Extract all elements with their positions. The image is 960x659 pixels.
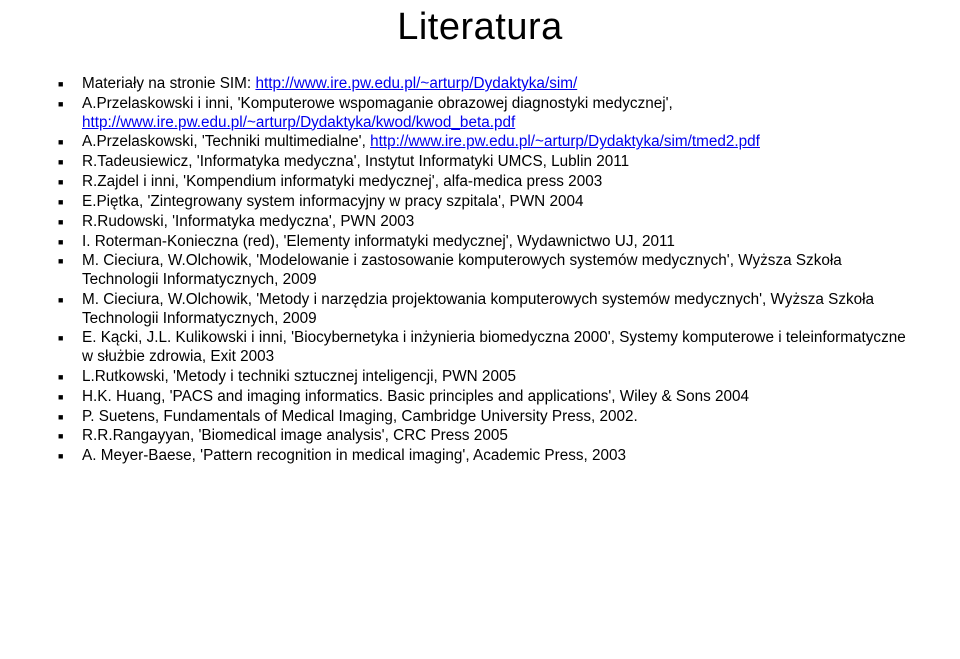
ref-link[interactable]: http://www.ire.pw.edu.pl/~arturp/Dydakty… — [370, 133, 760, 150]
ref-link[interactable]: http://www.ire.pw.edu.pl/~arturp/Dydakty… — [255, 75, 577, 92]
list-item: A.Przelaskowski i inni, 'Komputerowe wsp… — [48, 95, 912, 132]
ref-text: I. Roterman-Konieczna (red), 'Elementy i… — [82, 233, 675, 250]
list-item: R.Tadeusiewicz, 'Informatyka medyczna', … — [48, 153, 912, 172]
ref-text: A.Przelaskowski, 'Techniki multimedialne… — [82, 133, 370, 150]
list-item: R.R.Rangayyan, 'Biomedical image analysi… — [48, 427, 912, 446]
list-item: E. Kącki, J.L. Kulikowski i inni, 'Biocy… — [48, 329, 912, 366]
ref-text: R.Rudowski, 'Informatyka medyczna', PWN … — [82, 213, 414, 230]
ref-text: E.Piętka, 'Zintegrowany system informacy… — [82, 193, 583, 210]
list-item: R.Zajdel i inni, 'Kompendium informatyki… — [48, 173, 912, 192]
list-item: M. Cieciura, W.Olchowik, 'Metody i narzę… — [48, 291, 912, 328]
references-list: Materiały na stronie SIM: http://www.ire… — [48, 75, 912, 466]
list-item: H.K. Huang, 'PACS and imaging informatic… — [48, 388, 912, 407]
ref-text: R.Zajdel i inni, 'Kompendium informatyki… — [82, 173, 602, 190]
list-item: R.Rudowski, 'Informatyka medyczna', PWN … — [48, 213, 912, 232]
list-item: L.Rutkowski, 'Metody i techniki sztuczne… — [48, 368, 912, 387]
ref-text: L.Rutkowski, 'Metody i techniki sztuczne… — [82, 368, 516, 385]
list-item: A. Meyer-Baese, 'Pattern recognition in … — [48, 447, 912, 466]
list-item: E.Piętka, 'Zintegrowany system informacy… — [48, 193, 912, 212]
list-item: P. Suetens, Fundamentals of Medical Imag… — [48, 408, 912, 427]
ref-link[interactable]: http://www.ire.pw.edu.pl/~arturp/Dydakty… — [82, 114, 515, 131]
list-item: I. Roterman-Konieczna (red), 'Elementy i… — [48, 233, 912, 252]
ref-text: R.R.Rangayyan, 'Biomedical image analysi… — [82, 427, 508, 444]
ref-text: Materiały na stronie SIM: — [82, 75, 255, 92]
list-item: A.Przelaskowski, 'Techniki multimedialne… — [48, 133, 912, 152]
page-title: Literatura — [48, 0, 912, 49]
list-item: M. Cieciura, W.Olchowik, 'Modelowanie i … — [48, 252, 912, 289]
ref-text: A.Przelaskowski i inni, 'Komputerowe wsp… — [82, 95, 673, 112]
ref-text: M. Cieciura, W.Olchowik, 'Modelowanie i … — [82, 252, 842, 288]
ref-text: E. Kącki, J.L. Kulikowski i inni, 'Biocy… — [82, 329, 906, 365]
ref-text: H.K. Huang, 'PACS and imaging informatic… — [82, 388, 749, 405]
slide-page: Literatura Materiały na stronie SIM: htt… — [0, 0, 960, 659]
ref-text: R.Tadeusiewicz, 'Informatyka medyczna', … — [82, 153, 629, 170]
ref-text: P. Suetens, Fundamentals of Medical Imag… — [82, 408, 638, 425]
list-item: Materiały na stronie SIM: http://www.ire… — [48, 75, 912, 94]
ref-text: M. Cieciura, W.Olchowik, 'Metody i narzę… — [82, 291, 874, 327]
ref-text: A. Meyer-Baese, 'Pattern recognition in … — [82, 447, 626, 464]
